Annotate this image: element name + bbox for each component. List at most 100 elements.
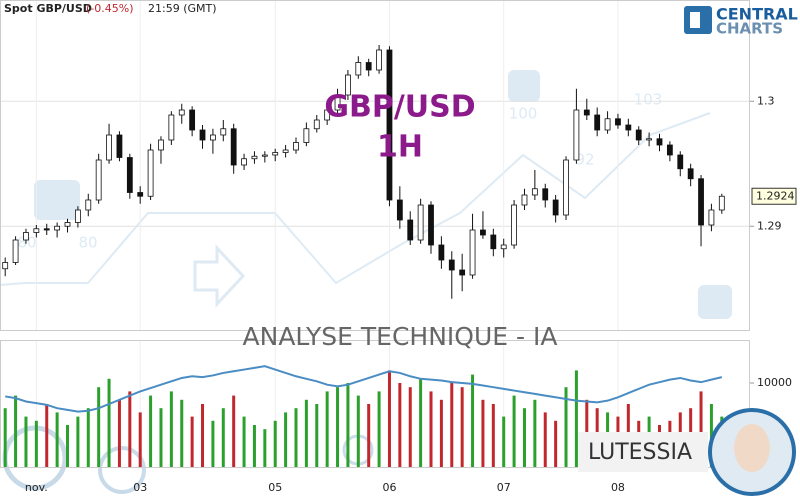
x-tick-label: nov. xyxy=(25,481,48,494)
candle-body xyxy=(407,219,414,241)
x-tick-label: 03 xyxy=(133,481,147,494)
candle-body xyxy=(573,109,580,161)
volume-bar xyxy=(3,408,7,467)
volume-bar xyxy=(574,370,578,467)
volume-bar xyxy=(76,416,80,467)
candle-body xyxy=(438,244,445,261)
candle-body xyxy=(241,158,247,166)
price-frame xyxy=(0,0,750,331)
candle-body xyxy=(251,155,258,160)
candle-body xyxy=(708,209,715,226)
volume-bar xyxy=(284,412,288,467)
volume-bar xyxy=(304,399,308,467)
candle-body xyxy=(2,262,9,270)
candle-body xyxy=(687,168,694,180)
volume-bar xyxy=(699,391,703,467)
candle-body xyxy=(646,138,653,141)
x-tick-label: 08 xyxy=(611,481,625,494)
volume-bar xyxy=(149,395,153,467)
volume-bar xyxy=(180,399,184,467)
watermark-label: 80 xyxy=(17,234,36,252)
volume-frame xyxy=(0,340,750,468)
badge-text: LUTESSIA xyxy=(588,440,692,465)
candle-body xyxy=(469,229,476,276)
watermark-label: 80 xyxy=(78,234,97,252)
volume-bar xyxy=(24,416,28,467)
candle-body xyxy=(178,109,185,116)
watermark-label: 100 xyxy=(509,105,538,123)
candle-body xyxy=(615,118,621,126)
watermark-icon xyxy=(34,180,80,220)
watermark-icon xyxy=(698,285,732,319)
candle-body xyxy=(490,234,497,250)
candle-body xyxy=(583,109,590,116)
watermark-label: 92 xyxy=(575,151,594,169)
volume-bar xyxy=(252,425,256,467)
candle-body xyxy=(355,62,362,76)
volume-bar xyxy=(190,416,194,467)
volume-bar xyxy=(429,391,433,467)
candle-body xyxy=(116,134,123,158)
candle-body xyxy=(604,118,611,131)
candle-body xyxy=(261,154,268,157)
candle-body xyxy=(282,149,289,153)
volume-bar xyxy=(263,429,267,467)
volume-bar xyxy=(14,395,18,467)
candle-body xyxy=(656,138,663,146)
volume-bar xyxy=(471,374,475,467)
candle-body xyxy=(147,149,154,197)
volume-bar xyxy=(232,395,236,467)
volume-bar xyxy=(512,395,516,467)
candle-body xyxy=(542,188,549,201)
volume-bar xyxy=(554,420,558,467)
candle-body xyxy=(448,259,455,271)
candle-body xyxy=(189,109,196,131)
candle-body xyxy=(500,244,507,250)
timeframe: 1H xyxy=(377,130,423,165)
candle-body xyxy=(480,229,486,236)
last-price-label: 1.2924 xyxy=(756,189,795,202)
candle-body xyxy=(531,188,538,196)
avatar-face xyxy=(734,424,770,472)
volume-bar xyxy=(211,420,215,467)
candle-body xyxy=(313,119,320,130)
candle-body xyxy=(168,114,175,141)
volume-bar xyxy=(201,404,205,467)
watermark-icon xyxy=(508,70,540,102)
candle-body xyxy=(324,109,331,121)
volume-bar xyxy=(169,391,173,467)
volume-bar xyxy=(346,383,350,467)
candle-body xyxy=(106,134,112,161)
candle-body xyxy=(334,94,341,111)
candle-body xyxy=(552,199,559,216)
x-tick-label: 07 xyxy=(497,481,511,494)
volume-bar xyxy=(450,383,454,467)
volume-line xyxy=(5,365,723,413)
candle-body xyxy=(459,269,466,276)
overlay-title: GBP/USD xyxy=(324,90,475,125)
x-tick-label: 06 xyxy=(382,481,396,494)
candle-body xyxy=(396,199,403,221)
volume-tick-label: 10000 xyxy=(757,376,792,389)
candle-body xyxy=(137,192,144,197)
subtitle: ANALYSE TECHNIQUE - IA xyxy=(243,322,558,351)
volume-bar xyxy=(564,387,568,467)
candle-body xyxy=(718,195,725,211)
volume-bar xyxy=(117,399,121,467)
volume-bar xyxy=(294,408,298,467)
volume-bar xyxy=(481,399,485,467)
candle-body xyxy=(511,204,517,246)
volume-bar xyxy=(387,370,391,467)
candle-body xyxy=(220,128,227,136)
volume-bar xyxy=(398,383,402,467)
volume-bar xyxy=(460,387,464,467)
watermark: 80 80 100 92 103 xyxy=(0,70,732,494)
candle-body xyxy=(376,49,382,71)
plot-area xyxy=(0,0,750,467)
candle-body xyxy=(386,49,393,201)
volume-bar xyxy=(45,404,49,467)
volume-bar xyxy=(34,420,38,467)
time: 21:59 (GMT) xyxy=(148,2,217,15)
candle-body xyxy=(666,144,673,156)
